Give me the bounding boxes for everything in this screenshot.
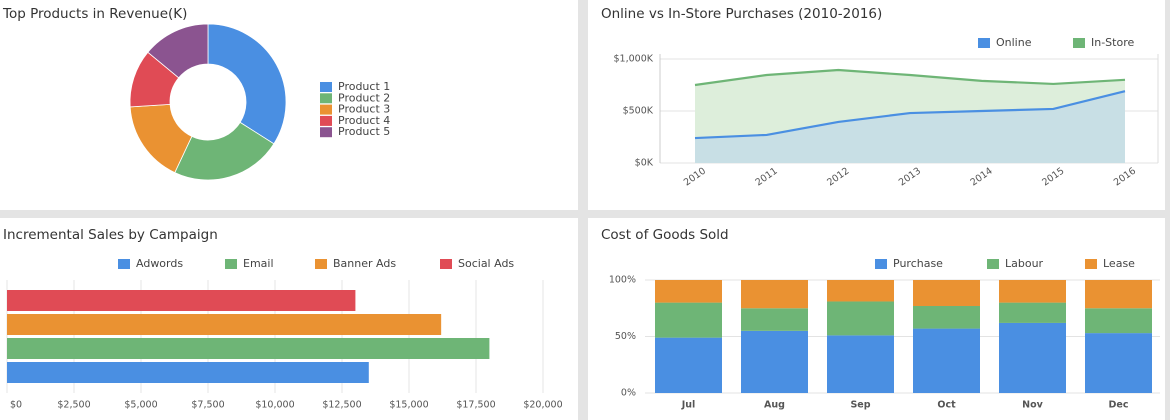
bar-segment (1085, 280, 1152, 309)
bar-segment (741, 280, 808, 309)
legend-swatch (987, 259, 999, 269)
panel (0, 0, 578, 210)
legend-swatch (320, 82, 332, 92)
x-tick-label: $15,000 (389, 400, 428, 411)
legend-swatch (1073, 38, 1085, 48)
bar-segment (913, 280, 980, 306)
x-tick-label: Nov (1022, 400, 1043, 411)
donut-slice (174, 121, 275, 181)
x-tick-label: Dec (1109, 400, 1129, 411)
legend-label: Labour (1005, 257, 1044, 270)
bar-segment (655, 280, 722, 303)
area-fill (695, 91, 1125, 163)
legend-swatch (320, 104, 332, 115)
chart-title: Online vs In-Store Purchases (2010-2016) (601, 6, 882, 22)
x-tick-label: $5,000 (124, 400, 157, 411)
legend-label: Product 1 (338, 80, 390, 93)
legend-label: In-Store (1091, 36, 1134, 49)
legend-swatch (320, 115, 332, 126)
bar-segment (741, 330, 808, 393)
legend-swatch (320, 127, 332, 138)
legend-label: Product 4 (338, 114, 390, 127)
bar-segment (999, 302, 1066, 323)
bar-segment (1085, 308, 1152, 334)
legend-swatch (315, 259, 327, 269)
y-tick-label: 100% (609, 275, 636, 286)
x-tick-label: $20,000 (523, 400, 562, 411)
bar (7, 290, 356, 311)
legend-swatch (118, 259, 130, 269)
bar-segment (913, 328, 980, 393)
x-tick-label: $12,500 (322, 400, 361, 411)
chart-title: Incremental Sales by Campaign (3, 227, 218, 243)
series-line (694, 90, 1126, 140)
legend-swatch (875, 259, 887, 269)
legend-swatch (1085, 259, 1097, 269)
y-tick-label: $1,000K (614, 54, 654, 65)
legend-label: Email (243, 257, 274, 270)
bar (7, 338, 490, 359)
x-tick-label: $17,500 (456, 400, 495, 411)
legend-label: Product 3 (338, 103, 390, 116)
donut-slice (207, 23, 287, 145)
bar-segment (1085, 333, 1152, 393)
bar-segment (655, 337, 722, 393)
legend-swatch (440, 259, 452, 269)
legend-label: Online (996, 36, 1032, 49)
bar-segment (913, 305, 980, 329)
legend-swatch (978, 38, 990, 48)
x-tick-label: Sep (850, 400, 870, 411)
legend-label: Product 2 (338, 91, 390, 104)
legend-label: Adwords (136, 257, 183, 270)
bar-segment (827, 301, 894, 336)
x-tick-label: $10,000 (255, 400, 294, 411)
legend-swatch (225, 259, 237, 269)
legend-label: Banner Ads (333, 257, 396, 270)
bar-segment (827, 280, 894, 302)
bar-segment (999, 322, 1066, 393)
chart-title: Top Products in Revenue(K) (2, 6, 187, 22)
y-tick-label: 0% (621, 388, 636, 399)
bar (7, 362, 369, 383)
bar-segment (655, 302, 722, 338)
x-tick-label: Aug (764, 400, 785, 411)
x-tick-label: Jul (681, 400, 696, 411)
y-tick-label: $0K (635, 158, 654, 169)
x-tick-label: $7,500 (191, 400, 224, 411)
x-tick-label: $2,500 (57, 400, 90, 411)
legend-label: Social Ads (458, 257, 514, 270)
bar-segment (999, 280, 1066, 303)
bar (7, 314, 442, 335)
legend-label: Lease (1103, 257, 1135, 270)
y-tick-label: 50% (615, 331, 636, 342)
chart-title: Cost of Goods Sold (601, 227, 729, 243)
legend-label: Purchase (893, 257, 943, 270)
bar-segment (741, 308, 808, 331)
legend-label: Product 5 (338, 125, 390, 138)
legend-swatch (320, 93, 332, 104)
y-tick-label: $500K (623, 106, 654, 117)
x-tick-label: Oct (937, 400, 956, 411)
x-tick-label: $0 (10, 400, 22, 411)
series-line (694, 68, 1126, 87)
donut-slice (147, 23, 209, 79)
bar-segment (827, 335, 894, 393)
